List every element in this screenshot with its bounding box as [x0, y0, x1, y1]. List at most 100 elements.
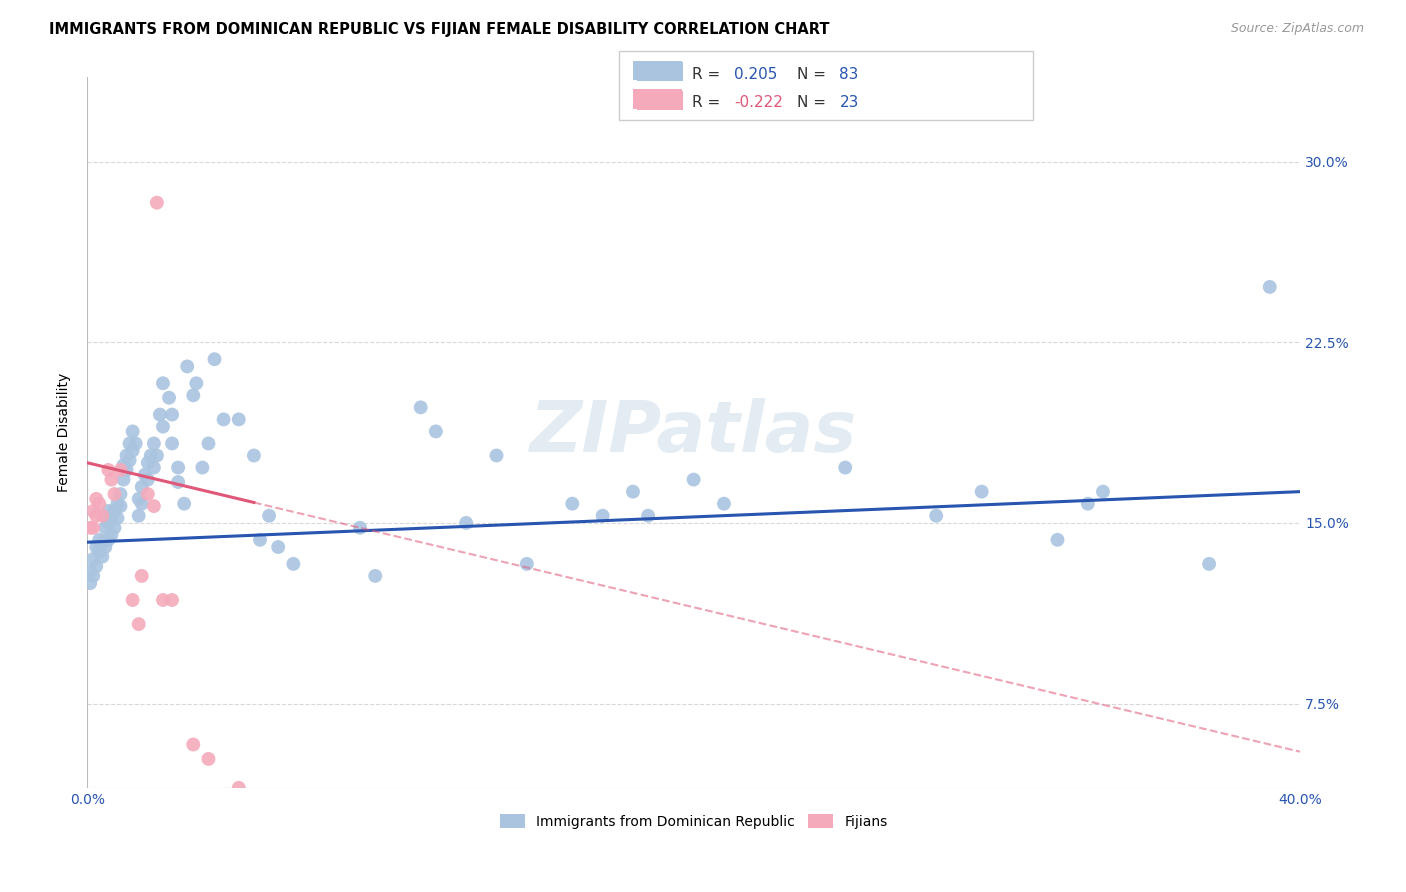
Point [84, 508, 107, 523]
Point [160, 593, 183, 607]
Point [228, 412, 250, 426]
Point [136, 456, 159, 470]
Point [142, 499, 165, 513]
Point [167, 475, 190, 489]
Point [516, 557, 538, 571]
Text: -0.222: -0.222 [734, 95, 783, 111]
Point [103, 504, 125, 518]
Point [176, 359, 198, 374]
Point [139, 449, 162, 463]
Point [257, 508, 280, 523]
Point [121, 425, 143, 439]
Text: 23: 23 [839, 95, 859, 111]
Point [79, 564, 101, 578]
Text: IMMIGRANTS FROM DOMINICAN REPUBLIC VS FIJIAN FEMALE DISABILITY CORRELATION CHART: IMMIGRANTS FROM DOMINICAN REPUBLIC VS FI… [49, 22, 830, 37]
Point [637, 508, 659, 523]
Y-axis label: Female Disability: Female Disability [58, 373, 72, 492]
Point [228, 780, 250, 795]
Point [167, 460, 190, 475]
Point [82, 569, 104, 583]
Point [249, 533, 271, 547]
Point [204, 352, 226, 367]
Point [146, 195, 169, 210]
Point [409, 401, 432, 415]
Point [97, 516, 120, 530]
Point [91, 549, 114, 564]
Point [131, 569, 153, 583]
Point [1077, 497, 1099, 511]
Point [89, 545, 111, 559]
Point [136, 473, 159, 487]
Point [149, 408, 172, 422]
Point [82, 552, 104, 566]
Point [136, 487, 159, 501]
Point [94, 540, 117, 554]
Point [160, 408, 183, 422]
Point [425, 425, 447, 439]
Point [79, 576, 101, 591]
Point [118, 453, 141, 467]
Point [186, 376, 208, 391]
Point [152, 376, 174, 391]
Point [173, 497, 195, 511]
Point [152, 593, 174, 607]
Point [110, 463, 132, 477]
Point [121, 593, 143, 607]
Point [84, 540, 107, 554]
Point [970, 484, 993, 499]
Point [82, 504, 104, 518]
Point [110, 499, 132, 513]
Point [181, 738, 204, 752]
Point [181, 388, 204, 402]
Point [107, 497, 129, 511]
Point [97, 504, 120, 518]
Point [243, 449, 266, 463]
Text: 0.205: 0.205 [734, 67, 778, 82]
Point [107, 511, 129, 525]
Point [89, 497, 111, 511]
Point [682, 473, 704, 487]
Point [89, 533, 111, 547]
Point [112, 473, 135, 487]
Point [82, 521, 104, 535]
Point [100, 473, 122, 487]
Point [283, 557, 305, 571]
Point [212, 412, 235, 426]
Point [112, 458, 135, 472]
Point [79, 521, 101, 535]
Point [91, 535, 114, 549]
Point [128, 491, 150, 506]
Point [1258, 280, 1281, 294]
Point [131, 480, 153, 494]
Point [1046, 533, 1069, 547]
Point [115, 449, 138, 463]
Point [84, 491, 107, 506]
Point [103, 521, 125, 535]
Point [1198, 557, 1220, 571]
Point [925, 508, 948, 523]
Point [124, 436, 146, 450]
Point [160, 436, 183, 450]
Point [485, 449, 508, 463]
Point [131, 497, 153, 511]
Point [142, 460, 165, 475]
Point [100, 511, 122, 525]
Text: 83: 83 [839, 67, 859, 82]
Point [110, 487, 132, 501]
Point [118, 436, 141, 450]
Point [152, 419, 174, 434]
Point [621, 484, 644, 499]
Point [834, 460, 856, 475]
Legend: Immigrants from Dominican Republic, Fijians: Immigrants from Dominican Republic, Fiji… [494, 808, 893, 834]
Point [191, 460, 214, 475]
Point [94, 521, 117, 535]
Point [121, 443, 143, 458]
Point [456, 516, 478, 530]
Point [142, 436, 165, 450]
Point [267, 540, 290, 554]
Point [349, 521, 371, 535]
Point [134, 467, 156, 482]
Point [91, 508, 114, 523]
Text: N =: N = [797, 95, 831, 111]
Text: R =: R = [692, 95, 725, 111]
